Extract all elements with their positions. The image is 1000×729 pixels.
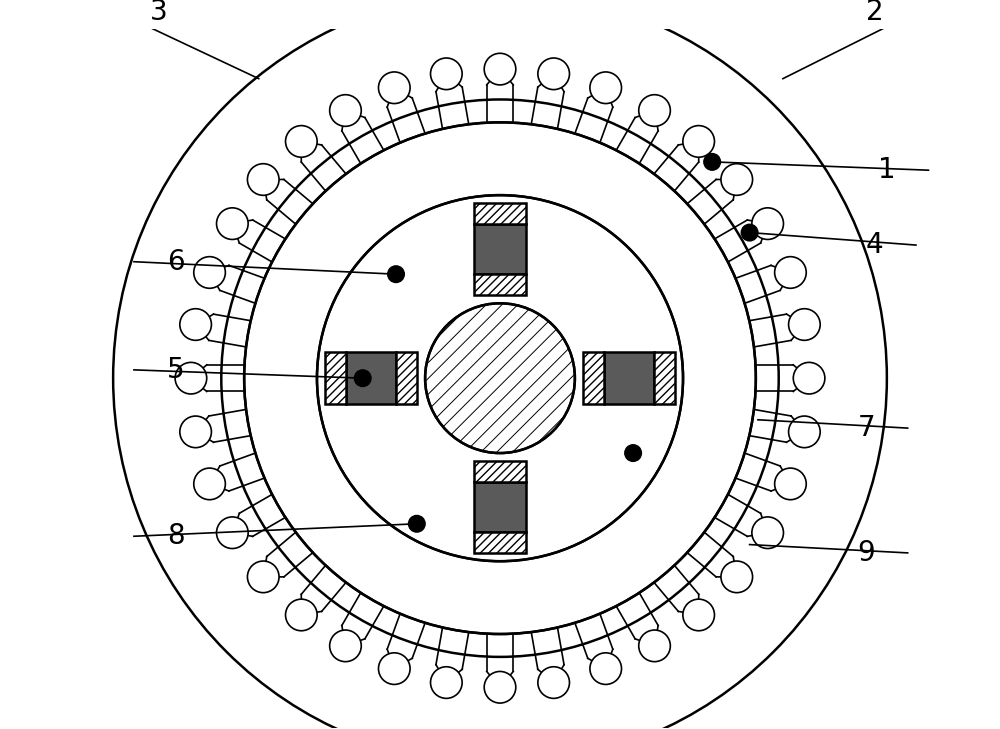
Circle shape <box>789 308 820 340</box>
Circle shape <box>425 303 575 453</box>
Circle shape <box>721 561 753 593</box>
Circle shape <box>752 517 783 548</box>
Circle shape <box>789 416 820 448</box>
Circle shape <box>590 652 622 685</box>
Text: 3: 3 <box>150 0 168 26</box>
Polygon shape <box>604 352 654 404</box>
Circle shape <box>431 667 462 698</box>
Polygon shape <box>583 352 604 404</box>
Circle shape <box>484 671 516 703</box>
Circle shape <box>775 257 806 288</box>
Circle shape <box>625 445 641 461</box>
Circle shape <box>378 72 410 104</box>
Text: 2: 2 <box>866 0 883 26</box>
Circle shape <box>793 362 825 394</box>
Circle shape <box>538 667 569 698</box>
Circle shape <box>217 208 248 239</box>
Circle shape <box>221 99 779 657</box>
Circle shape <box>247 561 279 593</box>
Polygon shape <box>474 274 526 295</box>
Text: 4: 4 <box>866 231 883 259</box>
Circle shape <box>330 95 361 126</box>
Polygon shape <box>654 352 675 404</box>
Circle shape <box>175 362 207 394</box>
Polygon shape <box>474 203 526 224</box>
Polygon shape <box>474 532 526 553</box>
Text: 7: 7 <box>857 414 875 442</box>
Polygon shape <box>325 352 346 404</box>
Circle shape <box>244 122 756 634</box>
Text: 8: 8 <box>167 522 184 550</box>
Polygon shape <box>474 482 526 532</box>
Circle shape <box>683 125 714 157</box>
Circle shape <box>378 652 410 685</box>
Text: 9: 9 <box>857 539 875 567</box>
Circle shape <box>286 599 317 631</box>
Circle shape <box>590 72 622 104</box>
Circle shape <box>704 154 720 170</box>
Circle shape <box>180 308 211 340</box>
Polygon shape <box>396 352 417 404</box>
Circle shape <box>194 257 225 288</box>
Circle shape <box>721 164 753 195</box>
Circle shape <box>244 122 756 634</box>
Polygon shape <box>474 224 526 274</box>
Circle shape <box>683 599 714 631</box>
Polygon shape <box>474 461 526 482</box>
Circle shape <box>286 125 317 157</box>
Circle shape <box>354 370 371 386</box>
Circle shape <box>317 195 683 561</box>
Circle shape <box>484 53 516 85</box>
Circle shape <box>775 468 806 499</box>
Circle shape <box>639 630 670 662</box>
Circle shape <box>639 95 670 126</box>
Circle shape <box>247 164 279 195</box>
Circle shape <box>388 266 404 283</box>
Circle shape <box>752 208 783 239</box>
Text: 1: 1 <box>878 156 896 184</box>
Circle shape <box>431 58 462 90</box>
Circle shape <box>330 630 361 662</box>
Circle shape <box>317 195 683 561</box>
Polygon shape <box>346 352 396 404</box>
Circle shape <box>194 468 225 499</box>
Circle shape <box>538 58 569 90</box>
Circle shape <box>180 416 211 448</box>
Circle shape <box>217 517 248 548</box>
Circle shape <box>741 225 758 241</box>
Circle shape <box>408 515 425 532</box>
Text: 6: 6 <box>167 248 184 276</box>
Text: 5: 5 <box>167 356 184 384</box>
